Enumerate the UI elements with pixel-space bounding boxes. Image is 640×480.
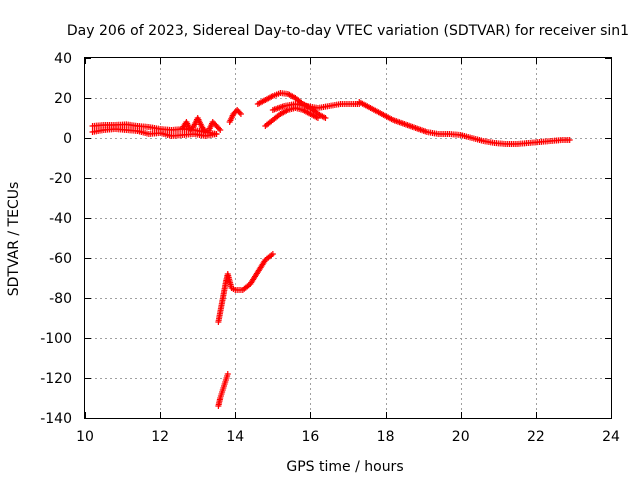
data-points (89, 90, 573, 409)
y-tick-label: -20 (49, 171, 72, 187)
data-point (216, 125, 223, 132)
x-tick-label: 18 (377, 429, 395, 445)
tick-labels: 10 12 14 16 18 20 22 24 -140 -120 -100 -80 -60 -40 -20… (40, 51, 620, 445)
x-tick-label: 24 (602, 429, 620, 445)
y-tick-label: -100 (40, 331, 72, 347)
x-tick-label: 16 (302, 429, 320, 445)
y-tick-label: 0 (63, 131, 72, 147)
series-isolated-14 (226, 107, 244, 125)
y-tick-label: -140 (40, 411, 72, 427)
data-point (224, 371, 231, 377)
series-lower-band (89, 126, 220, 139)
x-tick-label: 10 (76, 429, 94, 445)
chart-title: Day 206 of 2023, Sidereal Day-to-day VTE… (67, 23, 629, 39)
data-point (566, 137, 573, 143)
x-tick-label: 20 (452, 429, 470, 445)
series-decline (356, 99, 573, 147)
y-tick-label: -60 (49, 251, 72, 267)
y-tick-label: -80 (49, 291, 72, 307)
series-wiggle (179, 115, 224, 135)
y-tick-label: 40 (54, 51, 72, 67)
data-point (269, 251, 276, 257)
data-point (217, 127, 224, 133)
ticks (85, 58, 612, 419)
x-axis-label: GPS time / hours (286, 459, 403, 475)
plot-frame (84, 57, 612, 419)
series-drop-lower (215, 371, 231, 409)
data-point (314, 115, 321, 121)
data-point (213, 131, 220, 137)
y-tick-label: -120 (40, 371, 72, 387)
x-tick-label: 14 (226, 429, 244, 445)
series-rise-lower (215, 251, 276, 325)
y-axis-label: SDTVAR / TECUs (6, 182, 22, 297)
y-tick-label: 20 (54, 91, 72, 107)
series-crossing (262, 105, 321, 129)
x-tick-label: 22 (527, 429, 545, 445)
grid (85, 58, 611, 418)
y-tick-label: -40 (49, 211, 72, 227)
data-point (236, 109, 243, 116)
data-point (322, 115, 329, 121)
data-point (237, 111, 244, 117)
x-tick-label: 12 (151, 429, 169, 445)
